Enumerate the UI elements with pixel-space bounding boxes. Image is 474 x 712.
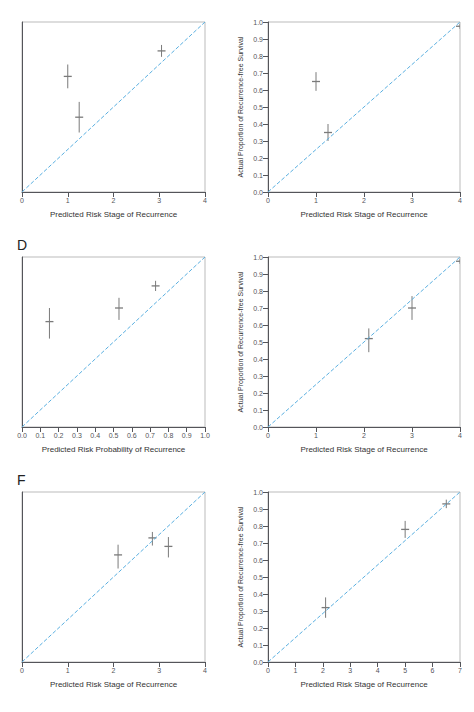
svg-text:0.6: 0.6 [253,87,263,94]
svg-text:4: 4 [203,667,207,674]
svg-text:0.4: 0.4 [253,591,263,598]
svg-text:0.0: 0.0 [253,659,263,666]
svg-text:Predicted Risk Stage of Recurr: Predicted Risk Stage of Recurrence [300,445,428,454]
svg-text:1: 1 [293,667,297,674]
svg-text:0.6: 0.6 [127,432,137,439]
svg-text:1.0: 1.0 [253,489,263,496]
svg-text:0: 0 [20,667,24,674]
svg-text:0.1: 0.1 [253,172,263,179]
svg-text:3: 3 [157,667,161,674]
svg-text:0.1: 0.1 [35,432,45,439]
svg-text:3: 3 [410,432,414,439]
svg-text:0.2: 0.2 [253,155,263,162]
svg-text:0.9: 0.9 [253,506,263,513]
svg-text:2: 2 [321,667,325,674]
svg-text:Predicted Risk Probability of: Predicted Risk Probability of Recurrence [42,445,186,454]
svg-text:Predicted Risk Stage of Recurr: Predicted Risk Stage of Recurrence [50,210,178,219]
svg-text:0.7: 0.7 [253,70,263,77]
svg-text:1.0: 1.0 [253,254,263,261]
svg-text:1: 1 [314,197,318,204]
svg-text:0.9: 0.9 [253,271,263,278]
svg-text:0.3: 0.3 [72,432,82,439]
svg-text:Predicted Risk Stage of Recurr: Predicted Risk Stage of Recurrence [50,680,178,689]
svg-text:0.5: 0.5 [253,339,263,346]
svg-text:3: 3 [348,667,352,674]
svg-text:0.5: 0.5 [253,104,263,111]
svg-text:0.8: 0.8 [253,53,263,60]
svg-text:0.6: 0.6 [253,557,263,564]
svg-text:4: 4 [458,432,462,439]
svg-text:7: 7 [458,667,462,674]
svg-text:D: D [17,237,27,253]
svg-text:1: 1 [66,667,70,674]
svg-text:0: 0 [266,667,270,674]
svg-text:0: 0 [266,432,270,439]
svg-text:0.9: 0.9 [253,36,263,43]
svg-text:0.0: 0.0 [17,432,27,439]
svg-text:1.0: 1.0 [200,432,210,439]
svg-text:0: 0 [266,197,270,204]
svg-text:0.7: 0.7 [253,540,263,547]
svg-text:0.7: 0.7 [253,305,263,312]
svg-text:0.4: 0.4 [253,356,263,363]
svg-text:5: 5 [403,667,407,674]
svg-text:3: 3 [157,197,161,204]
svg-text:4: 4 [203,197,207,204]
svg-text:0.3: 0.3 [253,608,263,615]
svg-text:0: 0 [20,197,24,204]
svg-text:2: 2 [112,667,116,674]
svg-text:0.8: 0.8 [253,288,263,295]
svg-text:Actual Proportion of Recurrenc: Actual Proportion of Recurrence-free Sur… [237,506,245,647]
svg-text:2: 2 [112,197,116,204]
svg-text:0.4: 0.4 [253,121,263,128]
svg-text:F: F [17,472,26,488]
svg-text:2: 2 [362,432,366,439]
svg-text:0.2: 0.2 [253,625,263,632]
svg-text:6: 6 [431,667,435,674]
svg-text:0.8: 0.8 [164,432,174,439]
svg-text:0.4: 0.4 [90,432,100,439]
svg-text:0.0: 0.0 [253,189,263,196]
svg-text:0.2: 0.2 [54,432,64,439]
svg-text:0.3: 0.3 [253,138,263,145]
svg-text:3: 3 [410,197,414,204]
svg-text:0.8: 0.8 [253,523,263,530]
svg-text:Actual Proportion of Recurrenc: Actual Proportion of Recurrence-free Sur… [237,271,245,412]
svg-text:0.3: 0.3 [253,373,263,380]
svg-text:Predicted Risk Stage of Recurr: Predicted Risk Stage of Recurrence [300,680,428,689]
svg-text:0.0: 0.0 [253,424,263,431]
svg-text:0.5: 0.5 [253,574,263,581]
svg-text:4: 4 [458,197,462,204]
svg-text:1.0: 1.0 [253,19,263,26]
svg-text:0.2: 0.2 [253,390,263,397]
svg-text:0.1: 0.1 [253,642,263,649]
svg-text:Actual Proportion of Recurrenc: Actual Proportion of Recurrence-free Sur… [237,36,245,177]
svg-text:0.1: 0.1 [253,407,263,414]
svg-text:1: 1 [66,197,70,204]
svg-text:0.6: 0.6 [253,322,263,329]
svg-text:0.9: 0.9 [182,432,192,439]
svg-text:Predicted Risk Stage of Recurr: Predicted Risk Stage of Recurrence [300,210,428,219]
svg-text:1: 1 [314,432,318,439]
svg-text:0.7: 0.7 [145,432,155,439]
svg-text:0.5: 0.5 [109,432,119,439]
svg-text:4: 4 [376,667,380,674]
svg-text:2: 2 [362,197,366,204]
